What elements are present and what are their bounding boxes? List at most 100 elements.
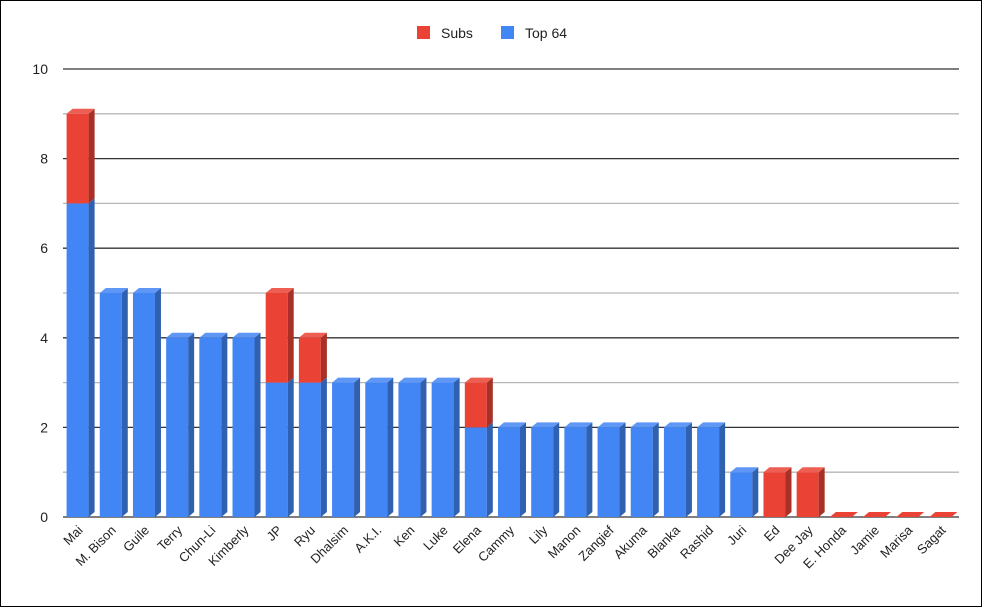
bar-side bbox=[685, 422, 692, 517]
bar-top bbox=[464, 377, 493, 383]
bar-group bbox=[697, 422, 726, 517]
x-tick-label: Ken bbox=[391, 523, 418, 550]
bar-top-64 bbox=[332, 382, 355, 517]
bar-group bbox=[298, 332, 327, 517]
y-tick-label: 0 bbox=[40, 509, 48, 525]
bar-top bbox=[763, 467, 792, 473]
bar-group bbox=[630, 422, 659, 517]
bar-top-64 bbox=[697, 427, 720, 517]
x-tick-label: Blanka bbox=[644, 522, 683, 561]
bar-group bbox=[531, 422, 560, 517]
bar-group bbox=[431, 377, 460, 517]
bar-top bbox=[298, 332, 327, 338]
bar-top-64 bbox=[265, 382, 288, 517]
x-tick-label: Akuma bbox=[611, 522, 651, 562]
x-tick-label: Luke bbox=[420, 523, 451, 554]
bar-top bbox=[829, 512, 858, 517]
bar-top bbox=[332, 377, 361, 383]
x-tick-label: Juri bbox=[724, 522, 749, 547]
bar-top bbox=[896, 512, 925, 517]
bar-subs bbox=[265, 293, 288, 383]
bar-top-64 bbox=[597, 427, 620, 517]
bar-subs bbox=[796, 472, 819, 517]
bar-top bbox=[199, 332, 228, 338]
bar-group bbox=[863, 512, 892, 517]
legend-swatch bbox=[417, 26, 430, 39]
bar-group bbox=[763, 467, 792, 517]
bar-side bbox=[121, 288, 128, 517]
bar-group bbox=[332, 377, 361, 517]
bar-side bbox=[320, 332, 327, 383]
bar-top-64 bbox=[166, 337, 189, 517]
x-tick-label: Mai bbox=[60, 522, 85, 547]
bar-subs bbox=[464, 382, 487, 428]
bar-top-64 bbox=[398, 382, 421, 517]
bar-subs bbox=[763, 472, 786, 517]
bars bbox=[66, 108, 958, 517]
bar-group bbox=[564, 422, 593, 517]
y-tick-label: 6 bbox=[40, 240, 48, 256]
bar-group bbox=[464, 377, 493, 517]
y-tick-label: 10 bbox=[32, 61, 48, 77]
bar-group bbox=[99, 288, 128, 517]
bar-side bbox=[486, 422, 493, 517]
legend-label: Subs bbox=[441, 25, 473, 41]
bar-side bbox=[553, 422, 560, 517]
bar-top bbox=[99, 288, 128, 293]
bar-top bbox=[796, 467, 825, 473]
bar-top-64 bbox=[564, 427, 587, 517]
bar-group bbox=[365, 377, 394, 517]
bar-top bbox=[663, 422, 692, 428]
bar-top bbox=[431, 377, 460, 383]
bar-group bbox=[132, 288, 161, 517]
x-tick-label: Jamie bbox=[847, 523, 882, 558]
x-tick-label: Marisa bbox=[877, 522, 916, 561]
x-tick-label: Ed bbox=[761, 523, 783, 545]
bar-subs bbox=[66, 113, 89, 204]
bar-side bbox=[88, 198, 95, 517]
bar-top bbox=[730, 467, 759, 473]
bar-group bbox=[265, 288, 294, 517]
y-tick-label: 2 bbox=[40, 419, 48, 435]
bar-side bbox=[719, 422, 726, 517]
bar-side bbox=[486, 377, 493, 428]
y-tick-label: 4 bbox=[40, 330, 48, 346]
bar-side bbox=[586, 422, 593, 517]
bar-side bbox=[420, 377, 427, 517]
bar-group bbox=[398, 377, 427, 517]
bar-group bbox=[166, 332, 195, 517]
bar-top-64 bbox=[498, 427, 520, 517]
legend-label: Top 64 bbox=[525, 25, 567, 41]
bar-top bbox=[929, 512, 958, 517]
bar-top-64 bbox=[464, 427, 487, 517]
bar-top-64 bbox=[132, 293, 155, 517]
bar-top-64 bbox=[531, 427, 554, 517]
bar-side bbox=[287, 288, 294, 383]
x-tick-label: Cammy bbox=[475, 522, 518, 565]
bar-top-64 bbox=[630, 427, 653, 517]
bar-top bbox=[132, 288, 161, 293]
bar-top bbox=[398, 377, 427, 383]
bar-top bbox=[863, 512, 892, 517]
bar-group bbox=[929, 512, 958, 517]
bar-group bbox=[66, 108, 95, 517]
bar-top bbox=[66, 108, 95, 114]
bar-side bbox=[188, 332, 195, 517]
bar-top bbox=[232, 332, 261, 338]
bar-top bbox=[697, 422, 726, 428]
x-tick-label: Zangief bbox=[575, 522, 617, 564]
bar-subs bbox=[298, 337, 321, 383]
legend: Subs Top 64 bbox=[417, 25, 567, 41]
bar-side bbox=[387, 377, 394, 517]
bar-top-64 bbox=[232, 337, 255, 517]
bar-side bbox=[88, 108, 95, 204]
bar-top bbox=[597, 422, 626, 428]
bar-group bbox=[730, 467, 759, 517]
x-tick-label: Sagat bbox=[914, 522, 949, 557]
bar-top-64 bbox=[663, 427, 686, 517]
bar-top bbox=[564, 422, 593, 428]
bar-top-64 bbox=[431, 382, 454, 517]
